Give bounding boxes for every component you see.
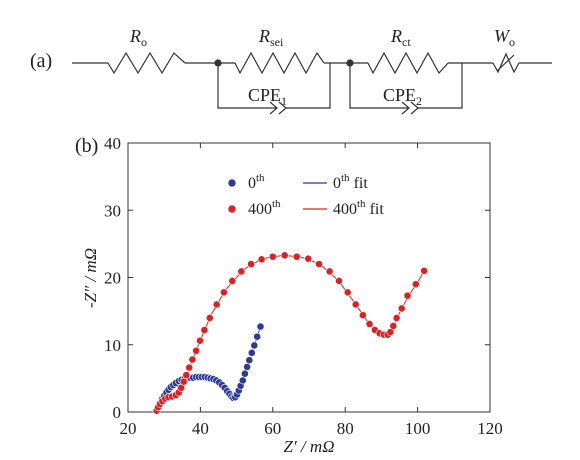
data-point-400th <box>228 276 237 285</box>
circuit-labels: Ro Rsei CPE1 Rct CPE2 Wo <box>129 26 515 108</box>
x-tick-label: 120 <box>477 419 503 438</box>
warburg-symbol <box>492 52 520 74</box>
data-point-400th <box>196 336 204 345</box>
parallel-wire-1 <box>217 63 331 109</box>
data-point-0th <box>256 322 265 331</box>
label-cpe1: CPE1 <box>248 85 287 108</box>
x-tick-label: 20 <box>120 419 137 438</box>
data-points <box>152 251 428 415</box>
cpe1-symbol <box>268 101 287 115</box>
data-point-0th <box>247 348 256 357</box>
data-point-400th <box>403 291 412 300</box>
label-ro: Ro <box>129 26 147 49</box>
legend-marker <box>227 178 237 188</box>
data-point-400th <box>182 371 191 379</box>
data-point-400th <box>325 267 334 276</box>
parallel-wire-2 <box>349 63 463 109</box>
legend-marker <box>227 204 237 214</box>
label-wo: Wo <box>494 26 515 49</box>
legend-label: 0th fit <box>333 172 368 192</box>
data-point-0th <box>250 341 259 350</box>
data-point-400th <box>358 311 367 320</box>
data-point-400th <box>389 321 398 330</box>
panel-a-label: (a) <box>30 50 52 72</box>
data-point-400th <box>292 252 301 261</box>
legend: 0th 0th fit 400th 400th fit <box>227 172 384 218</box>
data-point-400th <box>205 313 214 322</box>
x-tick-label: 60 <box>264 419 281 438</box>
data-point-400th <box>257 255 266 264</box>
data-point-400th <box>185 363 194 372</box>
y-tick-label: 10 <box>104 336 121 355</box>
resistor-rsei-symbol <box>234 51 325 75</box>
data-point-400th <box>280 251 289 260</box>
resistor-rct-symbol <box>367 51 449 75</box>
legend-label: 0th <box>248 172 265 192</box>
legend-label: 400th fit <box>333 198 384 218</box>
y-tick-label: 40 <box>104 134 121 153</box>
data-point-400th <box>343 288 352 297</box>
data-point-400th <box>315 260 323 268</box>
data-point-400th <box>351 300 360 309</box>
data-point-400th <box>188 355 197 364</box>
data-point-400th <box>392 313 401 322</box>
x-tick-label: 40 <box>192 419 209 438</box>
panel-b-label: (b) <box>75 135 98 157</box>
resistor-ro-symbol <box>107 51 186 75</box>
axis-ticks: 20 40 60 80 100 120 0 10 20 30 40 <box>104 134 503 438</box>
data-point-400th <box>237 267 246 276</box>
data-point-400th <box>219 288 228 297</box>
x-tick-label: 80 <box>337 419 354 438</box>
warburg-arrow <box>496 54 515 72</box>
y-tick-label: 30 <box>104 201 121 220</box>
data-point-400th <box>365 319 374 328</box>
data-point-0th <box>238 376 247 385</box>
data-point-400th <box>335 276 343 285</box>
data-point-0th <box>253 332 262 341</box>
legend-label: 400th <box>248 198 281 218</box>
data-point-400th <box>397 304 406 313</box>
label-cpe2: CPE2 <box>383 85 422 108</box>
data-point-0th <box>240 369 249 378</box>
label-rsei: Rsei <box>258 26 284 49</box>
nyquist-plot: 20 40 60 80 100 120 0 10 20 30 40 0th 0th fit 400th 4… <box>81 134 503 456</box>
data-point-400th <box>192 346 200 355</box>
data-point-400th <box>268 252 277 261</box>
data-point-0th <box>243 362 251 371</box>
data-point-0th <box>245 356 254 365</box>
y-axis-label: -Z″ / mΩ <box>81 248 100 308</box>
data-point-400th <box>411 280 420 289</box>
label-rct: Rct <box>390 26 411 49</box>
x-axis-label: Z′ / mΩ <box>284 437 335 456</box>
y-tick-label: 0 <box>113 403 122 422</box>
cpe2-symbol <box>400 101 419 115</box>
data-point-400th <box>179 377 188 386</box>
y-tick-label: 20 <box>104 269 121 288</box>
circuit-diagram: (a) <box>30 50 552 115</box>
data-point-400th <box>420 266 428 275</box>
data-point-400th <box>247 260 255 268</box>
data-point-400th <box>212 300 221 309</box>
x-tick-label: 100 <box>405 419 431 438</box>
data-point-400th <box>304 254 313 263</box>
data-point-400th <box>200 326 209 334</box>
